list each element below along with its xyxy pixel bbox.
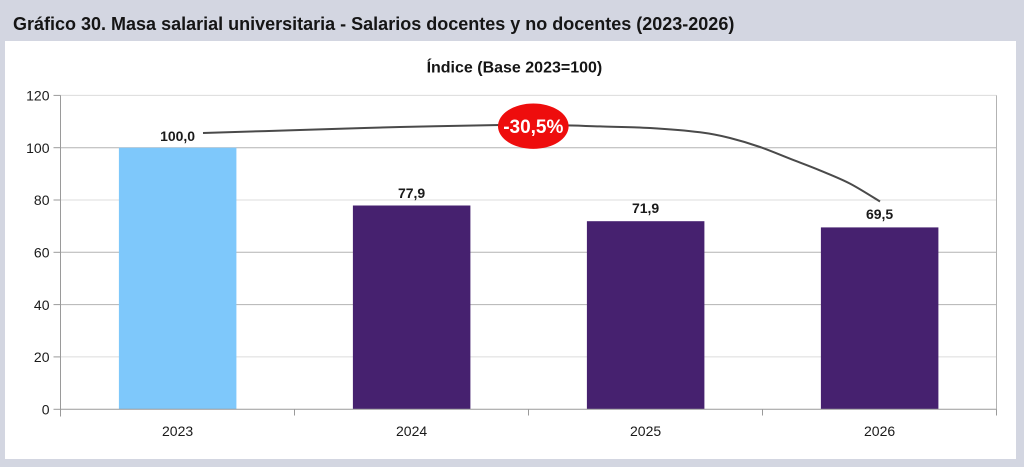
svg-text:Índice (Base 2023=100): Índice (Base 2023=100) bbox=[427, 57, 603, 76]
svg-text:71,9: 71,9 bbox=[632, 200, 659, 216]
svg-text:2026: 2026 bbox=[864, 423, 895, 439]
svg-text:2025: 2025 bbox=[630, 423, 661, 439]
svg-text:120: 120 bbox=[26, 88, 50, 104]
svg-text:100,0: 100,0 bbox=[160, 128, 195, 144]
svg-text:0: 0 bbox=[42, 401, 50, 417]
svg-text:100: 100 bbox=[26, 140, 50, 156]
svg-text:20: 20 bbox=[34, 349, 50, 365]
svg-text:-30,5%: -30,5% bbox=[503, 117, 563, 138]
svg-text:40: 40 bbox=[34, 297, 50, 313]
svg-text:2024: 2024 bbox=[396, 423, 427, 439]
svg-text:60: 60 bbox=[34, 245, 50, 261]
svg-text:2023: 2023 bbox=[162, 423, 193, 439]
svg-text:69,5: 69,5 bbox=[866, 206, 893, 222]
svg-text:77,9: 77,9 bbox=[398, 185, 425, 201]
svg-text:80: 80 bbox=[34, 192, 50, 208]
